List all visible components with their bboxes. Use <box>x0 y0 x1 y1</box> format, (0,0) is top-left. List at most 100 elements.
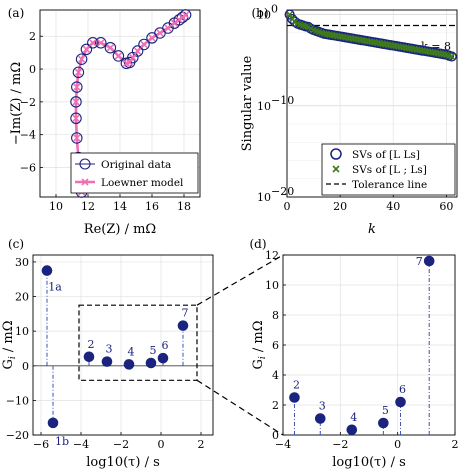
panel-label-d: (d) <box>249 237 266 251</box>
stem-marker <box>101 356 113 367</box>
stem-marker <box>145 357 157 369</box>
stem-label: 3 <box>106 343 113 356</box>
stem-marker <box>289 392 300 403</box>
stem-label: 6 <box>162 339 169 352</box>
stem-marker <box>395 396 406 408</box>
loewner-model-marker <box>72 98 80 106</box>
legend-marker-sv-lls-stack <box>332 165 340 173</box>
stem-marker <box>47 417 59 429</box>
loewner-model-marker <box>106 44 114 52</box>
legend-box <box>321 143 456 196</box>
y-tick-label: 0 <box>22 360 29 373</box>
x-axis-label: k <box>368 222 376 237</box>
x-axis-label: Re(Z) / mΩ <box>84 222 156 237</box>
stem-label: 1a <box>48 281 62 294</box>
x-tick-label: 60 <box>439 200 453 213</box>
stem-marker <box>123 359 135 370</box>
zoom-box <box>78 304 198 381</box>
loewner-model-marker <box>129 54 137 62</box>
original-data-point <box>95 37 107 49</box>
loewner-model-marker <box>140 40 148 49</box>
stem-marker <box>83 351 95 363</box>
x-tick-label: 40 <box>386 200 400 213</box>
stem-marker <box>314 413 326 424</box>
y-tick-label: 10 <box>257 9 271 22</box>
original-data-point <box>75 53 88 65</box>
x-tick-label: 20 <box>333 200 347 213</box>
stem-label: 7 <box>182 307 189 320</box>
legend-label-original: Original data <box>101 159 171 171</box>
y-axis-label: Gi / mΩ <box>1 320 18 369</box>
legend-label-sv-llsa: SVs of [L Ls] <box>352 149 420 161</box>
legend-marker-sv-llsa <box>330 148 342 160</box>
stem-label: 5 <box>150 344 157 357</box>
x-tick-label: 2 <box>198 438 205 451</box>
x-axis-label: log10(τ) / s <box>332 455 406 470</box>
stem-label: 4 <box>128 345 135 358</box>
panel-label-c: (c) <box>8 237 24 251</box>
stem-label: 4 <box>350 411 357 424</box>
y-tick-label: 10 <box>265 279 279 292</box>
original-data-point <box>70 112 82 125</box>
y-tick-label: 2 <box>29 30 36 43</box>
x-axis-label: log10(τ) / s <box>86 455 160 470</box>
original-data-point <box>72 66 85 79</box>
original-data-point <box>104 41 117 54</box>
zoom-connector-bottom <box>196 379 284 436</box>
y-tick-label: 10 <box>15 325 29 338</box>
sv-lls-stack-point <box>286 11 293 18</box>
original-data-point <box>112 50 125 62</box>
loewner-model-marker <box>156 29 164 37</box>
legend-marker-loewner <box>81 178 89 186</box>
stem-label: 3 <box>319 400 326 413</box>
x-tick-label: 2 <box>452 438 459 451</box>
sv-lls-stack-point <box>448 53 456 60</box>
loewner-model-marker <box>182 11 190 19</box>
stem-label: 5 <box>382 404 389 417</box>
x-tick-label: 0 <box>394 438 401 451</box>
y-tick-label: 8 <box>272 309 279 322</box>
y-tick-exponent: −10 <box>271 94 294 107</box>
x-tick-label: −2 <box>332 438 348 451</box>
original-data-point <box>87 37 99 49</box>
original-data-point <box>131 45 144 57</box>
y-tick-label: 10 <box>257 100 271 113</box>
stem-marker <box>423 255 435 267</box>
plot-frame <box>32 254 214 436</box>
loewner-model-marker <box>82 45 90 53</box>
loewner-model-marker <box>97 39 105 47</box>
y-tick-label: 30 <box>15 256 29 269</box>
plot-frame <box>286 9 458 198</box>
y-tick-label: 4 <box>272 369 279 382</box>
x-tick-label: −4 <box>73 438 89 451</box>
stem-marker <box>177 320 189 331</box>
y-tick-label: 6 <box>272 339 279 352</box>
stem-label: 7 <box>416 255 423 268</box>
y-tick-exponent: −20 <box>271 185 294 198</box>
x-tick-label: 14 <box>113 200 127 213</box>
x-tick-label: 10 <box>49 200 63 213</box>
panel-label-b: (b) <box>251 6 268 20</box>
plot-frame <box>39 9 201 198</box>
y-axis-label: −Im(Z) / mΩ <box>9 62 24 145</box>
zoom-connector-top <box>196 254 284 306</box>
legend-box <box>70 152 199 194</box>
x-tick-label: 18 <box>177 200 191 213</box>
stem-marker <box>378 417 389 429</box>
loewner-model-marker <box>148 34 156 42</box>
y-tick-label: −4 <box>20 129 36 142</box>
plot-frame <box>282 254 456 436</box>
x-tick-label: 16 <box>145 200 159 213</box>
original-data-point <box>71 81 83 93</box>
original-data-point <box>71 132 83 144</box>
y-tick-label: −10 <box>6 394 29 407</box>
y-axis-label: Singular value <box>240 55 255 151</box>
stem-marker <box>346 424 358 436</box>
y-tick-label: 0 <box>29 63 36 76</box>
stem-marker <box>157 352 169 364</box>
legend-label-tolerance: Tolerance line <box>352 179 427 191</box>
stem-marker <box>41 265 53 276</box>
y-tick-label: 10 <box>257 191 271 204</box>
stem-label: 2 <box>293 379 300 392</box>
